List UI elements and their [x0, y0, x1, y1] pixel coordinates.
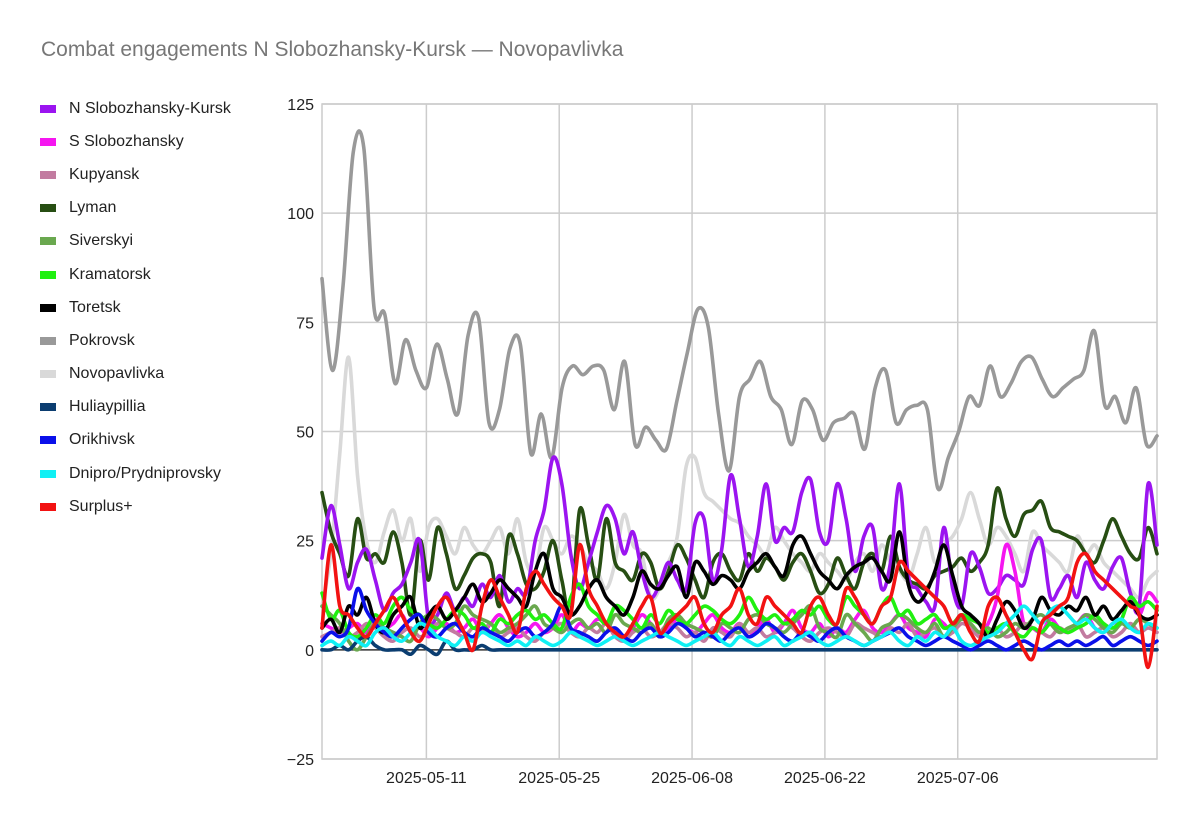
legend-swatch: [40, 469, 56, 478]
series-line-siverskyi: [320, 604, 1159, 652]
x-tick-label: 2025-06-08: [651, 770, 733, 787]
legend-item: S Slobozhansky: [40, 125, 231, 158]
legend-label: Kramatorsk: [69, 265, 151, 283]
legend-swatch: [40, 137, 56, 146]
legend-item: Dnipro/Prydniprovsky: [40, 457, 231, 490]
legend-item: Orikhivsk: [40, 424, 231, 457]
y-tick-label: −25: [287, 752, 314, 769]
legend-item: Kupyansk: [40, 158, 231, 191]
x-tick-label: 2025-05-25: [518, 770, 600, 787]
series-line-huliaypillia: [320, 634, 1159, 657]
legend-label: Pokrovsk: [69, 331, 135, 349]
x-tick-label: 2025-06-22: [784, 770, 866, 787]
legend-label: Siverskyi: [69, 232, 134, 250]
legend-swatch: [40, 170, 56, 179]
legend-label: Dnipro/Prydniprovsky: [69, 464, 222, 482]
legend-swatch: [40, 436, 56, 445]
legend-label: Orikhivsk: [69, 431, 135, 449]
legend-swatch: [40, 237, 56, 246]
legend-label: Toretsk: [69, 298, 121, 316]
legend-item: N Slobozhansky-Kursk: [40, 92, 231, 125]
series-line-dnipro-prydniprovsky: [320, 604, 1159, 648]
y-tick-label: 125: [287, 97, 314, 114]
axis-labels: −25 0 25 50 75 100 125 2025-05-11 2025-05-25 2025…: [287, 97, 999, 787]
legend-label: N Slobozhansky-Kursk: [69, 99, 231, 117]
series-line-novopavlivka: [320, 355, 1159, 608]
y-tick-label: 75: [296, 315, 314, 332]
legend-item: Novopavlivka: [40, 358, 231, 391]
legend: N Slobozhansky-Kursk S Slobozhansky Kupyan…: [40, 92, 231, 523]
legend-label: Lyman: [69, 199, 117, 217]
x-tick-label: 2025-05-11: [386, 770, 467, 787]
legend-item: Huliaypillia: [40, 391, 231, 424]
series-lines: [320, 129, 1159, 670]
series-line-lyman: [320, 486, 1159, 620]
legend-item: Kramatorsk: [40, 258, 231, 291]
legend-swatch: [40, 204, 56, 213]
y-tick-label: 100: [287, 206, 314, 223]
legend-label: S Slobozhansky: [69, 132, 184, 150]
legend-swatch: [40, 502, 56, 511]
legend-item: Surplus+: [40, 490, 231, 523]
legend-item: Toretsk: [40, 291, 231, 324]
legend-swatch: [40, 303, 56, 312]
legend-label: Huliaypillia: [69, 398, 146, 416]
y-tick-label: 25: [296, 534, 314, 551]
series-line-surplus: [320, 543, 1159, 670]
legend-swatch: [40, 270, 56, 279]
legend-item: Lyman: [40, 192, 231, 225]
series-line-pokrovsk: [320, 129, 1159, 492]
legend-swatch: [40, 104, 56, 113]
y-tick-label: 50: [296, 425, 314, 442]
y-tick-label: 0: [305, 643, 314, 660]
legend-item: Pokrovsk: [40, 324, 231, 357]
legend-swatch: [40, 336, 56, 345]
legend-label: Novopavlivka: [69, 365, 165, 383]
x-tick-label: 2025-07-06: [917, 770, 999, 787]
legend-item: Siverskyi: [40, 225, 231, 258]
legend-swatch: [40, 403, 56, 412]
legend-label: Surplus+: [69, 497, 133, 515]
chart-title: Combat engagements N Slobozhansky-Kursk …: [41, 38, 624, 61]
legend-label: Kupyansk: [69, 165, 140, 183]
legend-swatch: [40, 370, 56, 379]
